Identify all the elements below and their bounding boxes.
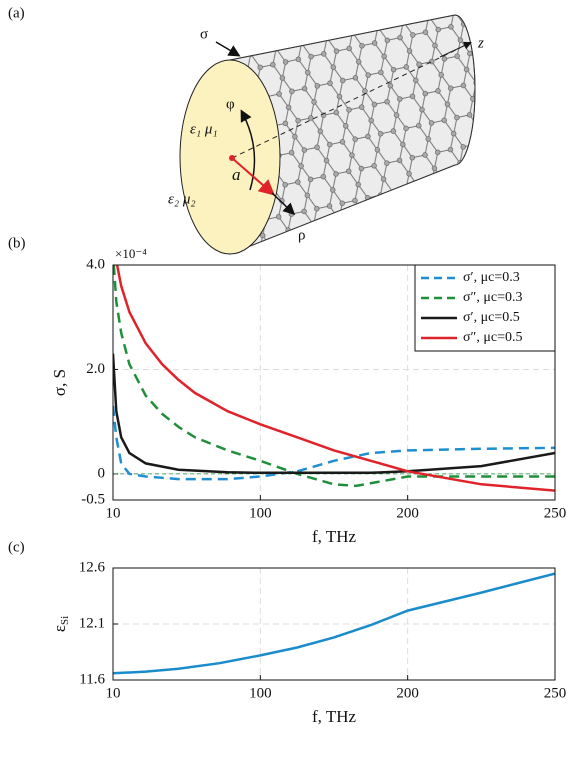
x-axis-label: f, THz <box>312 527 357 546</box>
y-tick-label: 11.6 <box>79 671 105 687</box>
x-tick-label: 10 <box>106 505 121 521</box>
x-tick-label: 100 <box>249 505 272 521</box>
panel-label: (c) <box>8 539 25 555</box>
y-axis-label-sub: Si <box>59 616 71 625</box>
x-tick-label: 200 <box>396 685 419 701</box>
x-axis-label: f, THz <box>312 707 357 726</box>
y-multiplier: ×10⁻⁴ <box>115 246 147 261</box>
page: (a) (b) (c) σ z φ ε₁ μ₁ a ε₂ μ₂ ρ -0.5 0 2… <box>0 0 574 768</box>
y-axis-label: εSi <box>50 616 71 632</box>
y-tick-label: 12.6 <box>79 559 106 575</box>
legend-label: σ′, μc=0.3 <box>463 270 520 285</box>
outer-medium-label: ε₂ μ₂ <box>168 191 196 207</box>
y-tick-label: 4.0 <box>86 256 105 272</box>
rho-label: ρ <box>298 227 306 243</box>
x-tick-label: 10 <box>106 685 121 701</box>
panel-label: (b) <box>8 235 26 251</box>
series-line <box>113 406 555 479</box>
y-axis-label: σ, S <box>50 369 69 396</box>
x-tick-label: 250 <box>544 685 567 701</box>
radius-label: a <box>232 165 241 184</box>
y-tick-label: -0.5 <box>81 491 105 507</box>
y-tick-label: 0 <box>98 465 106 481</box>
y-tick-label: 12.1 <box>79 615 105 631</box>
series-line <box>113 354 555 473</box>
phi-label: φ <box>226 96 235 112</box>
series-line <box>113 574 555 674</box>
x-tick-label: 200 <box>396 505 419 521</box>
sigma-label: σ <box>200 26 208 42</box>
y-tick-label: 2.0 <box>86 361 105 377</box>
legend-label: σ′, μc=0.5 <box>463 310 520 325</box>
cylinder <box>180 15 475 254</box>
inner-medium-label: ε₁ μ₁ <box>190 121 218 137</box>
legend-label: σ″, μc=0.5 <box>463 330 523 345</box>
x-tick-label: 100 <box>249 685 272 701</box>
panel-label: (a) <box>8 5 25 21</box>
legend-label: σ″, μc=0.3 <box>463 290 523 305</box>
z-label: z <box>477 35 484 51</box>
figure: (a) (b) (c) σ z φ ε₁ μ₁ a ε₂ μ₂ ρ -0.5 0 2… <box>0 0 574 763</box>
x-tick-label: 250 <box>544 505 567 521</box>
